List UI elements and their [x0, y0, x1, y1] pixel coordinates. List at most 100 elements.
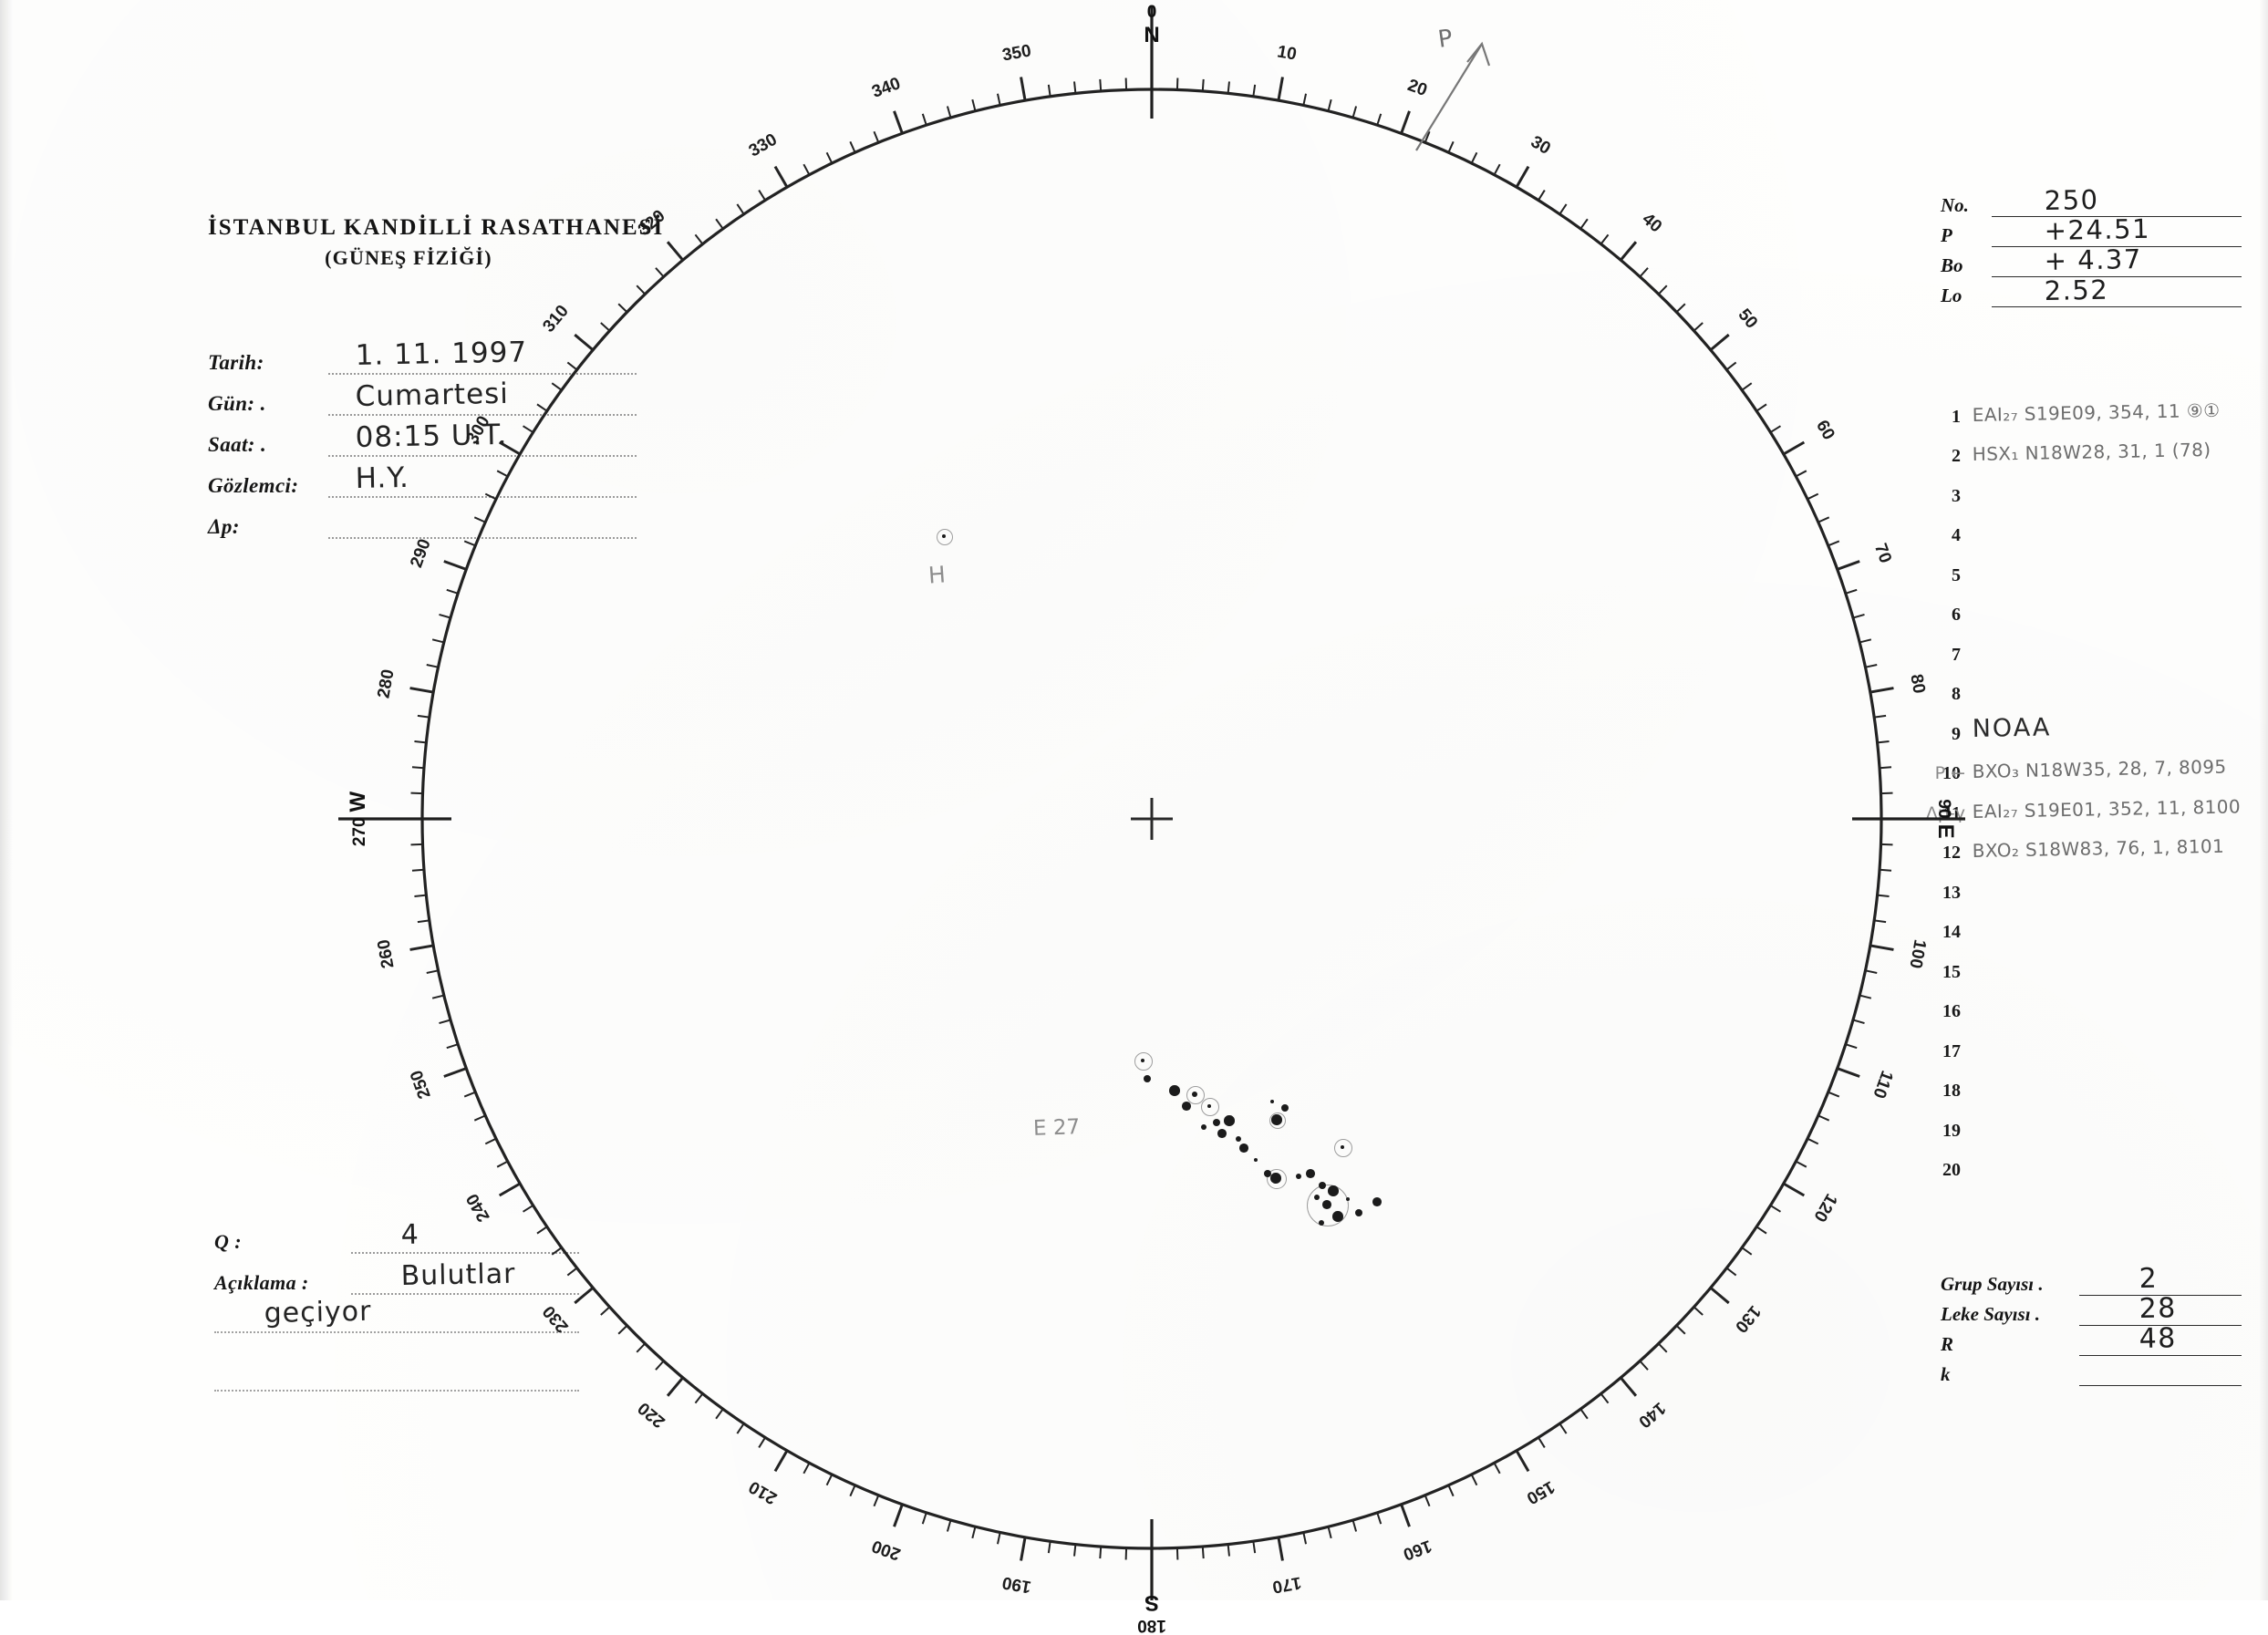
summary-label-grup-sayisi: Grup Sayısı .: [1941, 1273, 2079, 1296]
field-label-delta-p: Δp:: [208, 515, 328, 539]
group-list-index: 19: [1933, 1121, 1969, 1142]
group-list-row: 7: [1933, 626, 2252, 666]
field-input-aciklama-line3[interactable]: [214, 1353, 579, 1392]
param-row-p: P +24.51: [1941, 217, 2242, 247]
scan-right-edge-shadow: [2259, 0, 2268, 1600]
group-list-row: 14: [1933, 904, 2252, 944]
group-list-index: 14: [1933, 922, 1969, 943]
group-list-input[interactable]: [1969, 1111, 2252, 1142]
group-list-input[interactable]: [1969, 515, 2252, 546]
group-list-input[interactable]: [1969, 1031, 2252, 1062]
group-list-value: EAI₂₇ S19E01, 352, 11, 8100: [1973, 795, 2242, 823]
group-list-input[interactable]: [1969, 991, 2252, 1022]
param-label-lo: Lo: [1941, 285, 1992, 307]
group-list-index: 2: [1933, 446, 1969, 467]
param-label-bo: Bo: [1941, 254, 1992, 277]
summary-row-leke-sayisi: Leke Sayısı . 28: [1941, 1296, 2242, 1326]
field-value-aciklama-line2: geçiyor: [264, 1296, 371, 1330]
field-row-tarih: Tarih: 1. 11. 1997: [208, 334, 637, 375]
param-value-p: +24.51: [2044, 213, 2150, 246]
group-list-input[interactable]: [1969, 1071, 2252, 1102]
group-list-index: 4: [1933, 525, 1969, 546]
summary-table: Grup Sayısı . 2 Leke Sayısı . 28 R 48 k: [1941, 1266, 2242, 1386]
group-list-input[interactable]: BXO₂ S18W83, 76, 1, 8101: [1969, 833, 2252, 864]
param-label-no: No.: [1941, 194, 1992, 217]
group-list-index: 5: [1933, 565, 1969, 586]
field-value-q: 4: [400, 1219, 419, 1251]
field-input-gozlemci[interactable]: H.Y.: [328, 465, 637, 498]
field-value-saat: 08:15 U.T.: [355, 419, 508, 454]
solar-parameters-table: No. 250 P +24.51 Bo + 4.37 Lo 2.52: [1941, 187, 2242, 307]
param-row-bo: Bo + 4.37: [1941, 247, 2242, 277]
group-list-input[interactable]: HSX₁ N18W28, 31, 1 (78): [1969, 436, 2252, 467]
field-label-gozlemci: Gözlemci:: [208, 474, 328, 498]
institution-title: İSTANBUL KANDİLLİ RASATHANESİ: [208, 215, 637, 241]
field-input-saat[interactable]: 08:15 U.T.: [328, 424, 637, 457]
group-list-row: 13: [1933, 864, 2252, 904]
group-list-index: 12: [1933, 843, 1969, 864]
group-list-value: EAI₂₇ S19E09, 354, 11 ⑨①: [1973, 398, 2221, 425]
group-list-input[interactable]: EAI₂₇ S19E09, 354, 11 ⑨①: [1969, 397, 2252, 428]
field-input-gun[interactable]: Cumartesi: [328, 383, 637, 416]
field-input-tarih[interactable]: 1. 11. 1997: [328, 342, 637, 375]
group-list-row: 15: [1933, 943, 2252, 983]
group-list-row: 16: [1933, 983, 2252, 1023]
summary-input-k[interactable]: [2079, 1360, 2242, 1386]
group-list-input[interactable]: [1969, 595, 2252, 626]
field-value-gun: Cumartesi: [355, 378, 509, 413]
summary-input-r[interactable]: 48: [2079, 1330, 2242, 1356]
group-list-row: 18: [1933, 1062, 2252, 1102]
group-list-input[interactable]: [1969, 674, 2252, 705]
group-list-index: 8: [1933, 684, 1969, 705]
group-list-input[interactable]: [1969, 952, 2252, 983]
field-row-gozlemci: Gözlemci: H.Y.: [208, 457, 637, 498]
group-list-input[interactable]: NOAA: [1969, 714, 2252, 745]
field-row-saat: Saat: . 08:15 U.T.: [208, 416, 637, 457]
param-value-lo: 2.52: [2044, 274, 2108, 306]
group-list-input[interactable]: [1969, 476, 2252, 507]
field-label-aciklama: Açıklama :: [214, 1271, 351, 1295]
field-input-q[interactable]: 4: [351, 1221, 579, 1254]
summary-label-k: k: [1941, 1363, 2079, 1386]
group-list-row: 20: [1933, 1142, 2252, 1182]
group-list-index: 20: [1933, 1160, 1969, 1181]
group-list-index: 7: [1933, 645, 1969, 666]
group-list-input[interactable]: [1969, 873, 2252, 904]
group-list-value: BXO₃ N18W35, 28, 7, 8095: [1973, 756, 2227, 782]
form-header: İSTANBUL KANDİLLİ RASATHANESİ (GÜNEŞ FİZ…: [208, 215, 637, 270]
group-list-input[interactable]: P ←BXO₃ N18W35, 28, 7, 8095: [1969, 753, 2252, 784]
field-input-aciklama[interactable]: Bulutlar: [351, 1262, 579, 1295]
param-input-bo[interactable]: + 4.37: [1992, 251, 2242, 277]
summary-value-leke-sayisi: 28: [2139, 1292, 2177, 1325]
param-input-lo[interactable]: 2.52: [1992, 281, 2242, 307]
group-list-value: NOAA: [1972, 713, 2051, 743]
group-list-input[interactable]: [1969, 635, 2252, 666]
field-input-aciklama-line2[interactable]: geçiyor: [214, 1295, 579, 1333]
field-input-delta-p[interactable]: [328, 506, 637, 539]
param-value-bo: + 4.37: [2044, 243, 2142, 276]
scan-left-edge-shadow: [0, 0, 13, 1600]
field-label-gun: Gün: .: [208, 392, 328, 416]
group-list-input[interactable]: [1969, 1150, 2252, 1181]
field-row-q: Q : 4: [214, 1213, 579, 1254]
summary-row-grup-sayisi: Grup Sayısı . 2: [1941, 1266, 2242, 1296]
group-list-row: 3: [1933, 467, 2252, 507]
group-list-input[interactable]: [1969, 912, 2252, 943]
group-list-index: 15: [1933, 962, 1969, 983]
param-value-no: 250: [2044, 184, 2099, 216]
param-row-lo: Lo 2.52: [1941, 277, 2242, 307]
field-row-aciklama: Açıklama : Bulutlar: [214, 1254, 579, 1295]
field-value-gozlemci: H.Y.: [355, 461, 409, 495]
group-list-index: 16: [1933, 1001, 1969, 1022]
group-list-row: 19: [1933, 1102, 2252, 1142]
group-list-input[interactable]: [1969, 555, 2252, 586]
group-list-row: 8: [1933, 666, 2252, 706]
group-list-index: 13: [1933, 883, 1969, 904]
quality-block: Q : 4 Açıklama : Bulutlar geçiyor: [214, 1213, 579, 1392]
group-list-row: 6: [1933, 586, 2252, 626]
